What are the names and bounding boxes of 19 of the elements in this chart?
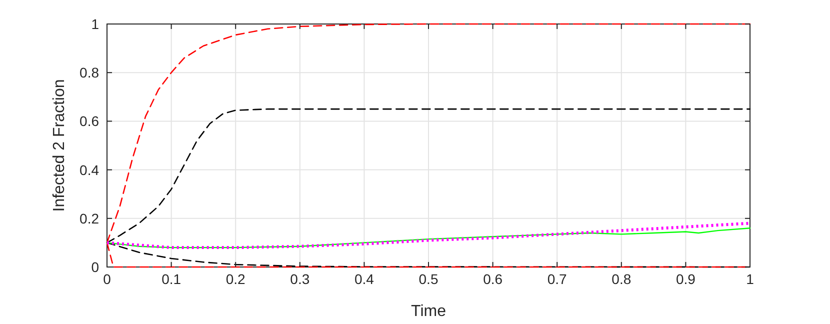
y-tick-label: 1 [91,16,100,32]
y-tick-label: 0.4 [80,162,100,178]
x-tick-label: 0.5 [418,271,438,287]
x-tick-label: 0.8 [612,271,632,287]
x-axis-title: Time [411,303,446,320]
x-tick-label: 0.6 [483,271,503,287]
y-axis-title: Infected 2 Fraction [51,79,68,212]
y-tick-label: 0.6 [80,113,100,130]
x-tick-label: 0.4 [354,271,374,287]
x-tick-label: 0.7 [547,271,568,287]
x-tick-label: 0.3 [290,271,310,287]
x-tick-label: 1 [746,271,754,287]
y-tick-label: 0 [91,259,100,275]
x-tick-label: 0.2 [226,271,246,287]
y-tick-label: 0.2 [80,210,100,226]
x-tick-label: 0.9 [676,271,696,287]
x-tick-label: 0 [103,271,112,287]
y-tick-label: 0.8 [80,64,100,81]
x-tick-label: 0.1 [162,271,182,287]
